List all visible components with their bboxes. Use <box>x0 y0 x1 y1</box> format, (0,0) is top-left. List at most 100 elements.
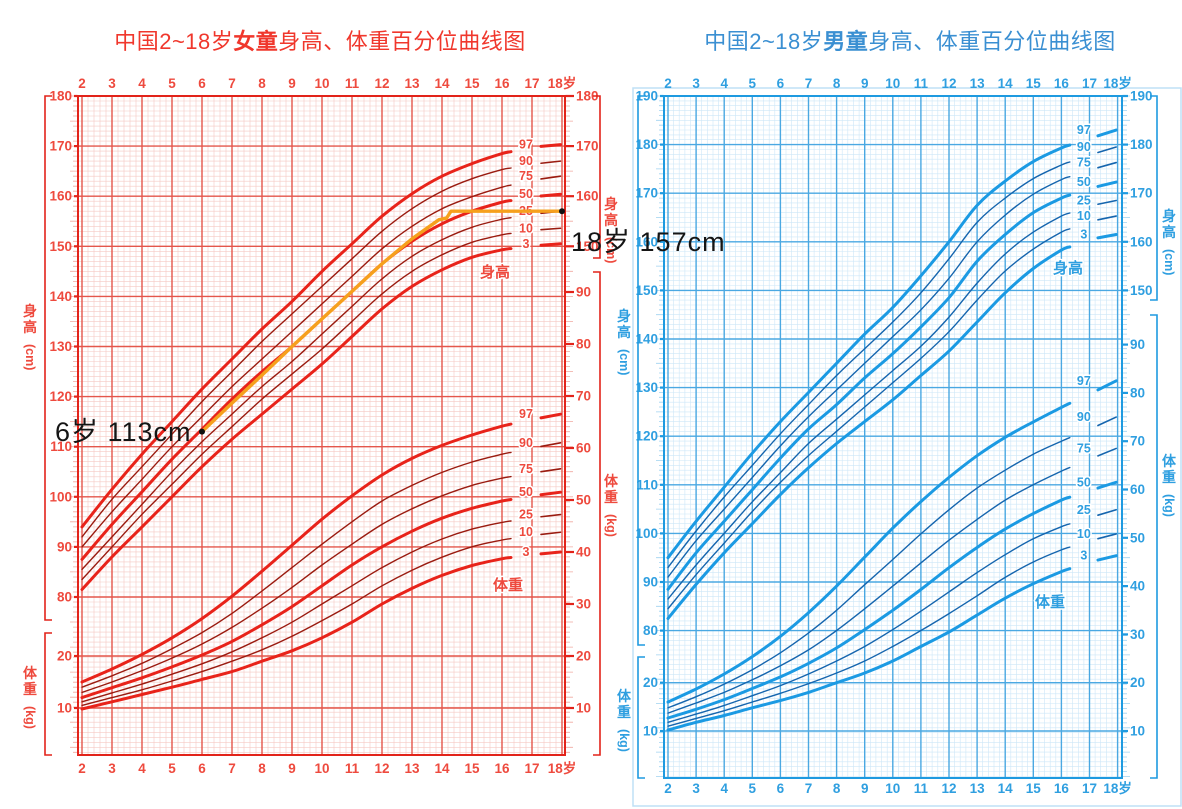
x-tick-bottom: 11 <box>345 761 360 776</box>
x-tick-bottom: 9 <box>861 781 869 796</box>
height-curve-p75 <box>667 176 1071 578</box>
y-tick-right: 180 <box>1130 137 1153 152</box>
height-end-dash-p75 <box>1097 161 1117 169</box>
boys-title-bold: 男童 <box>823 29 869 54</box>
girls-growth-chart: 2 2 3 3 4 4 5 5 6 6 7 7 8 8 9 9 10 10 11 11 12 12 13 13 14 14 15 15… <box>23 75 619 776</box>
y-tick-left: 130 <box>49 339 72 354</box>
axis-title-height_axis_label-char: 身 <box>1162 208 1176 224</box>
annotation-18yr-height: 18岁 157cm <box>571 227 726 257</box>
x-tick-top: 5 <box>749 76 757 91</box>
weight-end-dash-p3 <box>539 550 562 556</box>
x-tick-bottom: 15 <box>464 761 480 776</box>
weight-percentile-label-3: 3 <box>523 545 530 559</box>
axis-bracket <box>1150 95 1158 301</box>
weight-curve-p75 <box>81 475 512 694</box>
y-tick-left: 180 <box>635 137 658 152</box>
y-tick-left: 190 <box>635 89 658 104</box>
x-tick-bottom: 18岁 <box>548 760 577 776</box>
y-tick-left: 100 <box>49 489 72 504</box>
x-tick-top: 12 <box>374 76 389 91</box>
x-tick-bottom: 2 <box>78 761 86 776</box>
x-tick-bottom: 7 <box>228 761 236 776</box>
height-curve-p25 <box>81 217 512 571</box>
weight-percentile-label-10: 10 <box>1077 527 1091 541</box>
y-tick-left: 110 <box>50 439 72 454</box>
x-tick-top: 2 <box>78 76 86 91</box>
axis-title-height_axis_label: 身高 (cm) <box>1162 208 1176 275</box>
girls-chart-title: 中国2~18岁女童身高、体重百分位曲线图 <box>60 24 580 56</box>
x-tick-bottom: 2 <box>664 781 672 796</box>
axis-title-weight_axis_label: 体重 (kg) <box>1162 453 1177 517</box>
axis-title-weight_axis_label-char: 重 <box>23 681 37 697</box>
patient-trajectory-layer <box>199 208 565 435</box>
girls-title-suffix: 身高、体重百分位曲线图 <box>278 29 526 54</box>
weight-end-dash-p50 <box>539 490 562 497</box>
y-tick-right: 90 <box>1130 337 1145 352</box>
y-tick-left: 10 <box>643 724 658 739</box>
axis-title-height_axis_label-unit: (cm) <box>604 237 618 263</box>
weight-end-dash-p97 <box>1096 379 1118 392</box>
height-curve-p97 <box>666 143 1072 560</box>
y-tick-right: 20 <box>576 649 591 664</box>
axis-title-height_axis_label: 身高 (cm) <box>617 308 631 375</box>
axis-title-weight_axis_label-unit: (kg) <box>1162 494 1176 517</box>
axis-title-height_axis_label-char: 身 <box>604 196 618 212</box>
weight-percentile-label-90: 90 <box>1077 410 1091 424</box>
x-tick-bottom: 15 <box>1026 781 1042 796</box>
height-percentile-label-25: 25 <box>1077 193 1091 207</box>
y-tick-left: 90 <box>57 539 72 554</box>
y-tick-right: 60 <box>576 441 591 456</box>
height-percentile-label-10: 10 <box>1077 209 1091 223</box>
x-tick-top: 7 <box>805 76 813 91</box>
weight-end-dash-p25 <box>1097 508 1117 516</box>
x-tick-top: 16 <box>1054 76 1070 91</box>
x-tick-bottom: 14 <box>434 761 450 776</box>
weight-curve-p10 <box>81 537 512 707</box>
inner-label-weight: 体重 <box>493 576 523 594</box>
x-tick-bottom: 12 <box>941 781 956 796</box>
x-tick-top: 8 <box>833 76 841 91</box>
x-tick-bottom: 11 <box>914 781 929 796</box>
x-tick-bottom: 18岁 <box>1103 780 1132 796</box>
height-end-dash-p3 <box>539 242 562 247</box>
weight-percentile-label-25: 25 <box>519 508 533 522</box>
axis-title-height_axis_label-char: 高 <box>23 319 37 335</box>
x-tick-top: 10 <box>885 76 900 91</box>
axis-title-weight_axis_label-unit: (kg) <box>617 729 631 752</box>
x-tick-top: 9 <box>288 76 296 91</box>
y-tick-left: 150 <box>49 239 72 254</box>
height-percentile-label-90: 90 <box>1077 140 1091 154</box>
height-curve-p50 <box>80 199 513 561</box>
y-tick-right: 40 <box>1130 579 1145 594</box>
x-tick-top: 16 <box>494 76 510 91</box>
x-tick-top: 4 <box>138 76 146 91</box>
axis-title-weight_axis_label-char: 重 <box>604 489 618 505</box>
axis-title-weight_axis_label: 体重 (kg) <box>604 473 619 537</box>
y-tick-left: 100 <box>635 526 658 541</box>
y-tick-right: 80 <box>576 337 591 352</box>
axis-title-weight_axis_label-char: 重 <box>1162 469 1176 485</box>
y-tick-left: 130 <box>635 380 658 395</box>
boys-title-prefix: 中国2~18岁 <box>704 29 824 54</box>
y-tick-left: 160 <box>49 189 72 204</box>
x-tick-bottom: 14 <box>998 781 1014 796</box>
x-tick-bottom: 3 <box>108 761 116 776</box>
axis-title-height_axis_label-char: 高 <box>617 324 631 340</box>
y-tick-left: 110 <box>636 477 658 492</box>
axis-bracket <box>44 95 52 621</box>
height-end-dash-p10 <box>540 227 562 231</box>
weight-end-dash-p50 <box>1096 480 1118 490</box>
x-tick-bottom: 3 <box>692 781 700 796</box>
axis-title-weight_axis_label-char: 体 <box>617 688 632 704</box>
axis-title-weight_axis_label-char: 重 <box>617 704 631 720</box>
boys-title-suffix: 身高、体重百分位曲线图 <box>868 29 1116 54</box>
y-tick-left: 160 <box>635 234 658 249</box>
y-tick-left: 20 <box>57 649 72 664</box>
axis-title-height_axis_label-char: 高 <box>1162 224 1176 240</box>
weight-end-dash-p25 <box>540 513 562 518</box>
weight-end-dash-p10 <box>540 531 562 536</box>
x-tick-top: 18岁 <box>548 75 577 91</box>
x-tick-bottom: 4 <box>720 781 728 796</box>
x-tick-top: 7 <box>228 76 236 91</box>
